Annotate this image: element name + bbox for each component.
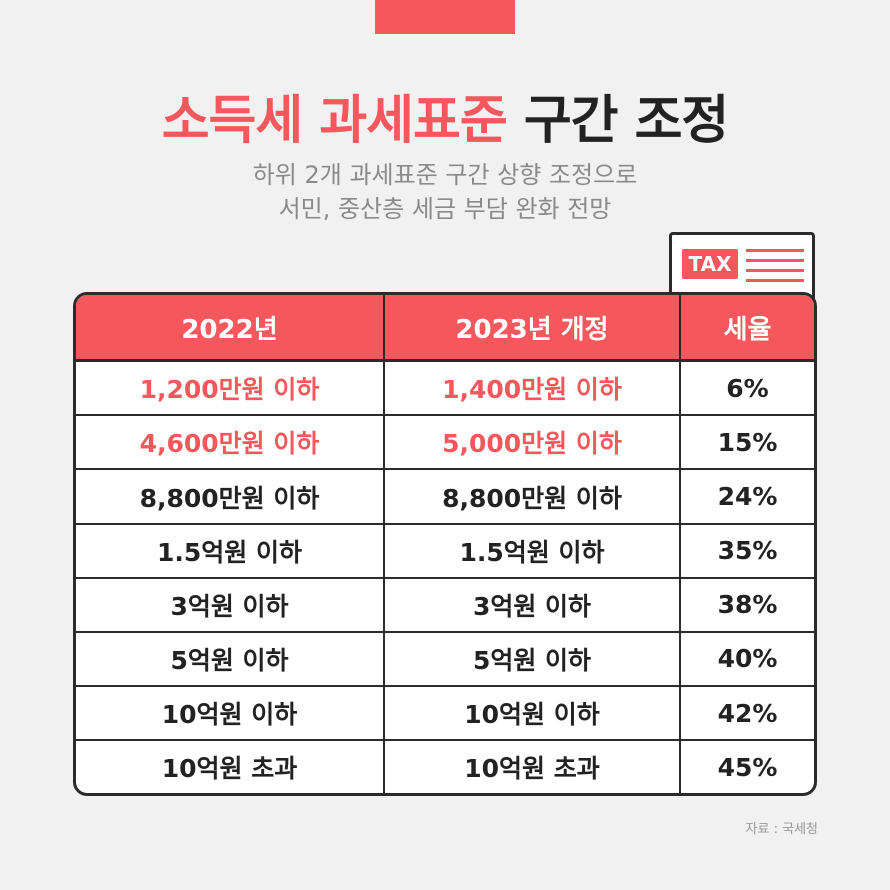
- cell-rate: 40%: [680, 631, 814, 688]
- cell-2023: 5억원 이하: [384, 631, 681, 688]
- cell-2023: 8,800만원 이하: [384, 469, 681, 525]
- cell-2023: 1.5억원 이하: [384, 523, 681, 579]
- cell-2022: 4,600만원 이하: [76, 415, 385, 471]
- cell-rate: 45%: [717, 752, 778, 782]
- table-row: 10억원 초과 10억원 초과 45%: [76, 740, 814, 793]
- cell-rate: 15%: [680, 415, 814, 471]
- tax-line-3: [746, 269, 804, 272]
- header-2022: 2022년: [76, 295, 385, 362]
- cell-2022: 1.5억원 이하: [76, 523, 385, 579]
- cell-2022: 1,200만원 이하: [76, 360, 385, 417]
- table-row: 3억원 이하 3억원 이하 38%: [76, 577, 814, 633]
- cell-rate: 24%: [680, 469, 814, 525]
- table-row: 5억원 이하 5억원 이하 40%: [76, 631, 814, 688]
- table-row: 4,600만원 이하 5,000만원 이하 15%: [76, 415, 814, 471]
- tax-line-4: [746, 279, 804, 282]
- subtitle-line-1: 하위 2개 과세표준 구간 상향 조정으로: [252, 161, 638, 189]
- cell-2022: 10억원 초과: [76, 740, 385, 793]
- cell-2022: 10억원 이하: [76, 686, 385, 742]
- cell-2023: 3억원 이하: [384, 577, 681, 633]
- tax-bracket-table: 2022년 2023년 개정 세율 1,200만원 이하 1,400만원 이하 6%…: [73, 292, 817, 796]
- table-row: 8,800만원 이하 8,800만원 이하 24%: [76, 469, 814, 525]
- header-2023: 2023년 개정: [384, 295, 681, 362]
- cell-rate: 38%: [680, 577, 814, 633]
- title-rest: 구간 조정: [523, 91, 729, 151]
- cell-2023: 10억원 이하: [384, 686, 681, 742]
- cell-rate: 35%: [680, 523, 814, 579]
- table-row: 1.5억원 이하 1.5억원 이하 35%: [76, 523, 814, 579]
- tax-badge: TAX: [682, 249, 738, 279]
- tax-line-1: [746, 249, 804, 252]
- cell-2022: 8,800만원 이하: [76, 469, 385, 525]
- source-note: 자료 : 국세청: [745, 822, 818, 837]
- subtitle-line-2: 서민, 중산층 세금 부담 완화 전망: [278, 195, 612, 223]
- cell-rate: 42%: [680, 686, 814, 742]
- table-row: 1,200만원 이하 1,400만원 이하 6%: [76, 360, 814, 417]
- cell-2023: 10억원 초과: [384, 740, 681, 793]
- tax-document-icon: TAX: [669, 232, 815, 302]
- cell-2023: 5,000만원 이하: [384, 415, 681, 471]
- table-header-row: 2022년 2023년 개정 세율: [76, 295, 814, 362]
- page-title: 소득세 과세표준 구간 조정: [0, 78, 890, 153]
- cell-2022: 3억원 이하: [76, 577, 385, 633]
- top-accent-tab: [375, 0, 515, 34]
- cell-rate: 6%: [680, 360, 814, 417]
- table-row: 10억원 이하 10억원 이하 42%: [76, 686, 814, 742]
- subtitle: 하위 2개 과세표준 구간 상향 조정으로 서민, 중산층 세금 부담 완화 전…: [0, 158, 890, 226]
- header-rate: 세율: [680, 295, 814, 362]
- cell-2023: 1,400만원 이하: [384, 360, 681, 417]
- tax-line-2: [746, 259, 804, 262]
- title-accent: 소득세 과세표준: [161, 91, 508, 151]
- cell-2022: 5억원 이하: [76, 631, 385, 688]
